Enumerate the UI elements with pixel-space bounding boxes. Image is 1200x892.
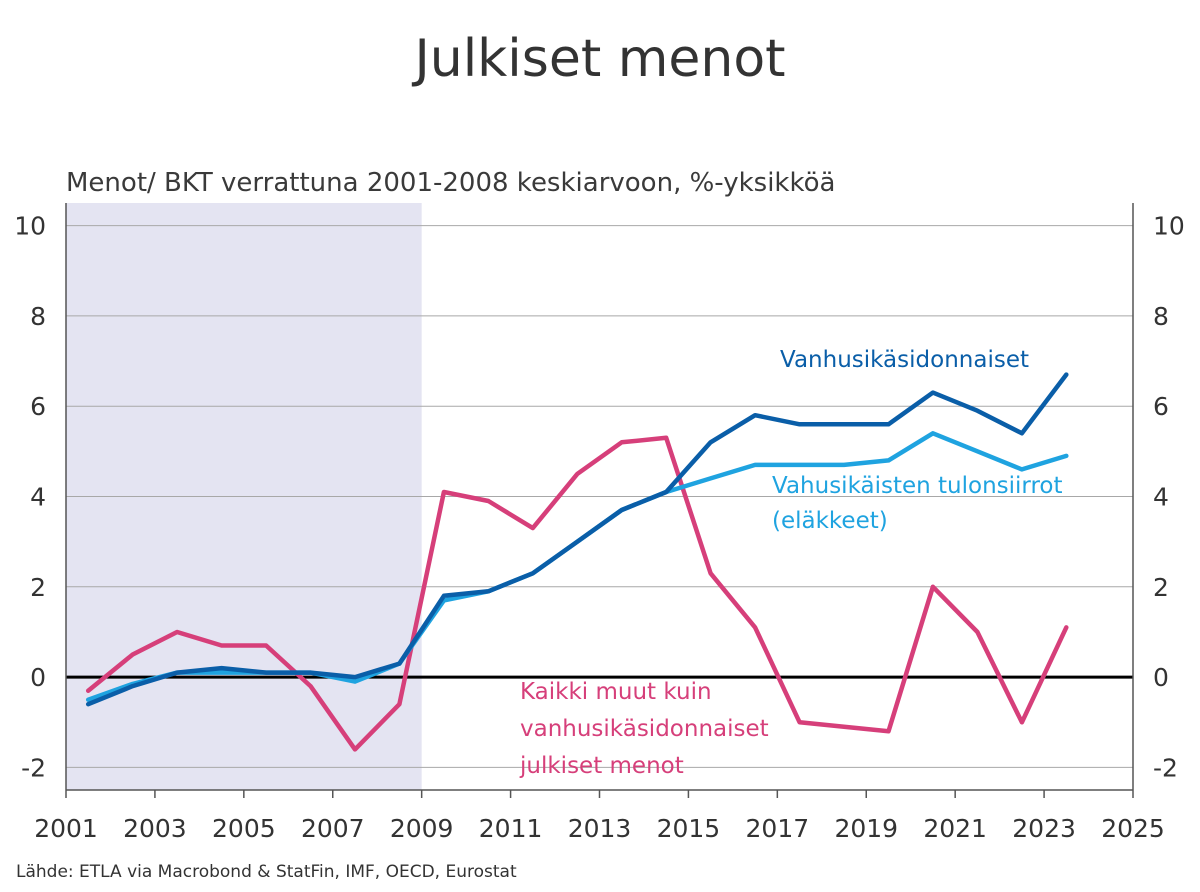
x-tick-label: 2009 — [390, 814, 454, 843]
x-tick-label: 2001 — [34, 814, 98, 843]
chart-title: Julkiset menot — [411, 29, 785, 89]
x-tick-label: 2013 — [568, 814, 632, 843]
y-tick-label-left: 6 — [30, 392, 46, 421]
y-tick-label-right: 8 — [1153, 302, 1169, 331]
y-tick-label-left: 10 — [14, 212, 46, 241]
y-tick-label-left: 8 — [30, 302, 46, 331]
x-tick-label: 2011 — [479, 814, 543, 843]
chart-subtitle: Menot/ BKT verrattuna 2001-2008 keskiarv… — [66, 168, 835, 198]
y-tick-label-right: -2 — [1153, 753, 1178, 782]
y-tick-label-right: 2 — [1153, 573, 1169, 602]
series-label-2-line: (eläkkeet) — [772, 508, 888, 534]
chart-source: Lähde: ETLA via Macrobond & StatFin, IMF… — [16, 862, 517, 882]
series-label-3: Kaikki muut kuin vanhusikäsidonnaiset julk… — [519, 679, 769, 779]
series-label-2-line: Vahusikäisten tulonsiirrot — [772, 473, 1063, 499]
x-tick-label: 2003 — [123, 814, 187, 843]
x-tick-label: 2023 — [1012, 814, 1076, 843]
x-tick-label: 2015 — [657, 814, 721, 843]
x-tick-label: 2021 — [923, 814, 987, 843]
y-tick-label-left: 0 — [30, 663, 46, 692]
y-tick-label-left: 2 — [30, 573, 46, 602]
series-label-1: Vanhusikäsidonnaiset — [780, 347, 1029, 373]
y-tick-label-left: 4 — [30, 483, 46, 512]
y-tick-label-right: 10 — [1153, 212, 1185, 241]
y-tick-label-right: 6 — [1153, 392, 1169, 421]
series-line-3 — [85, 435, 1069, 752]
y-tick-label-right: 4 — [1153, 483, 1169, 512]
series-label-3-line: vanhusikäsidonnaiset — [520, 716, 769, 742]
x-tick-label: 2017 — [746, 814, 810, 843]
x-tick-label: 2025 — [1101, 814, 1165, 843]
series-label-2: Vahusikäisten tulonsiirrot (eläkkeet) — [772, 473, 1063, 534]
x-tick-label: 2005 — [212, 814, 276, 843]
x-tick-label: 2019 — [834, 814, 898, 843]
y-tick-label-left: -2 — [21, 753, 46, 782]
y-tick-label-right: 0 — [1153, 663, 1169, 692]
x-tick-label: 2007 — [301, 814, 365, 843]
series-label-3-line: julkiset menot — [519, 753, 684, 779]
series-line-1 — [85, 372, 1069, 707]
series-label-3-line: Kaikki muut kuin — [520, 679, 712, 705]
